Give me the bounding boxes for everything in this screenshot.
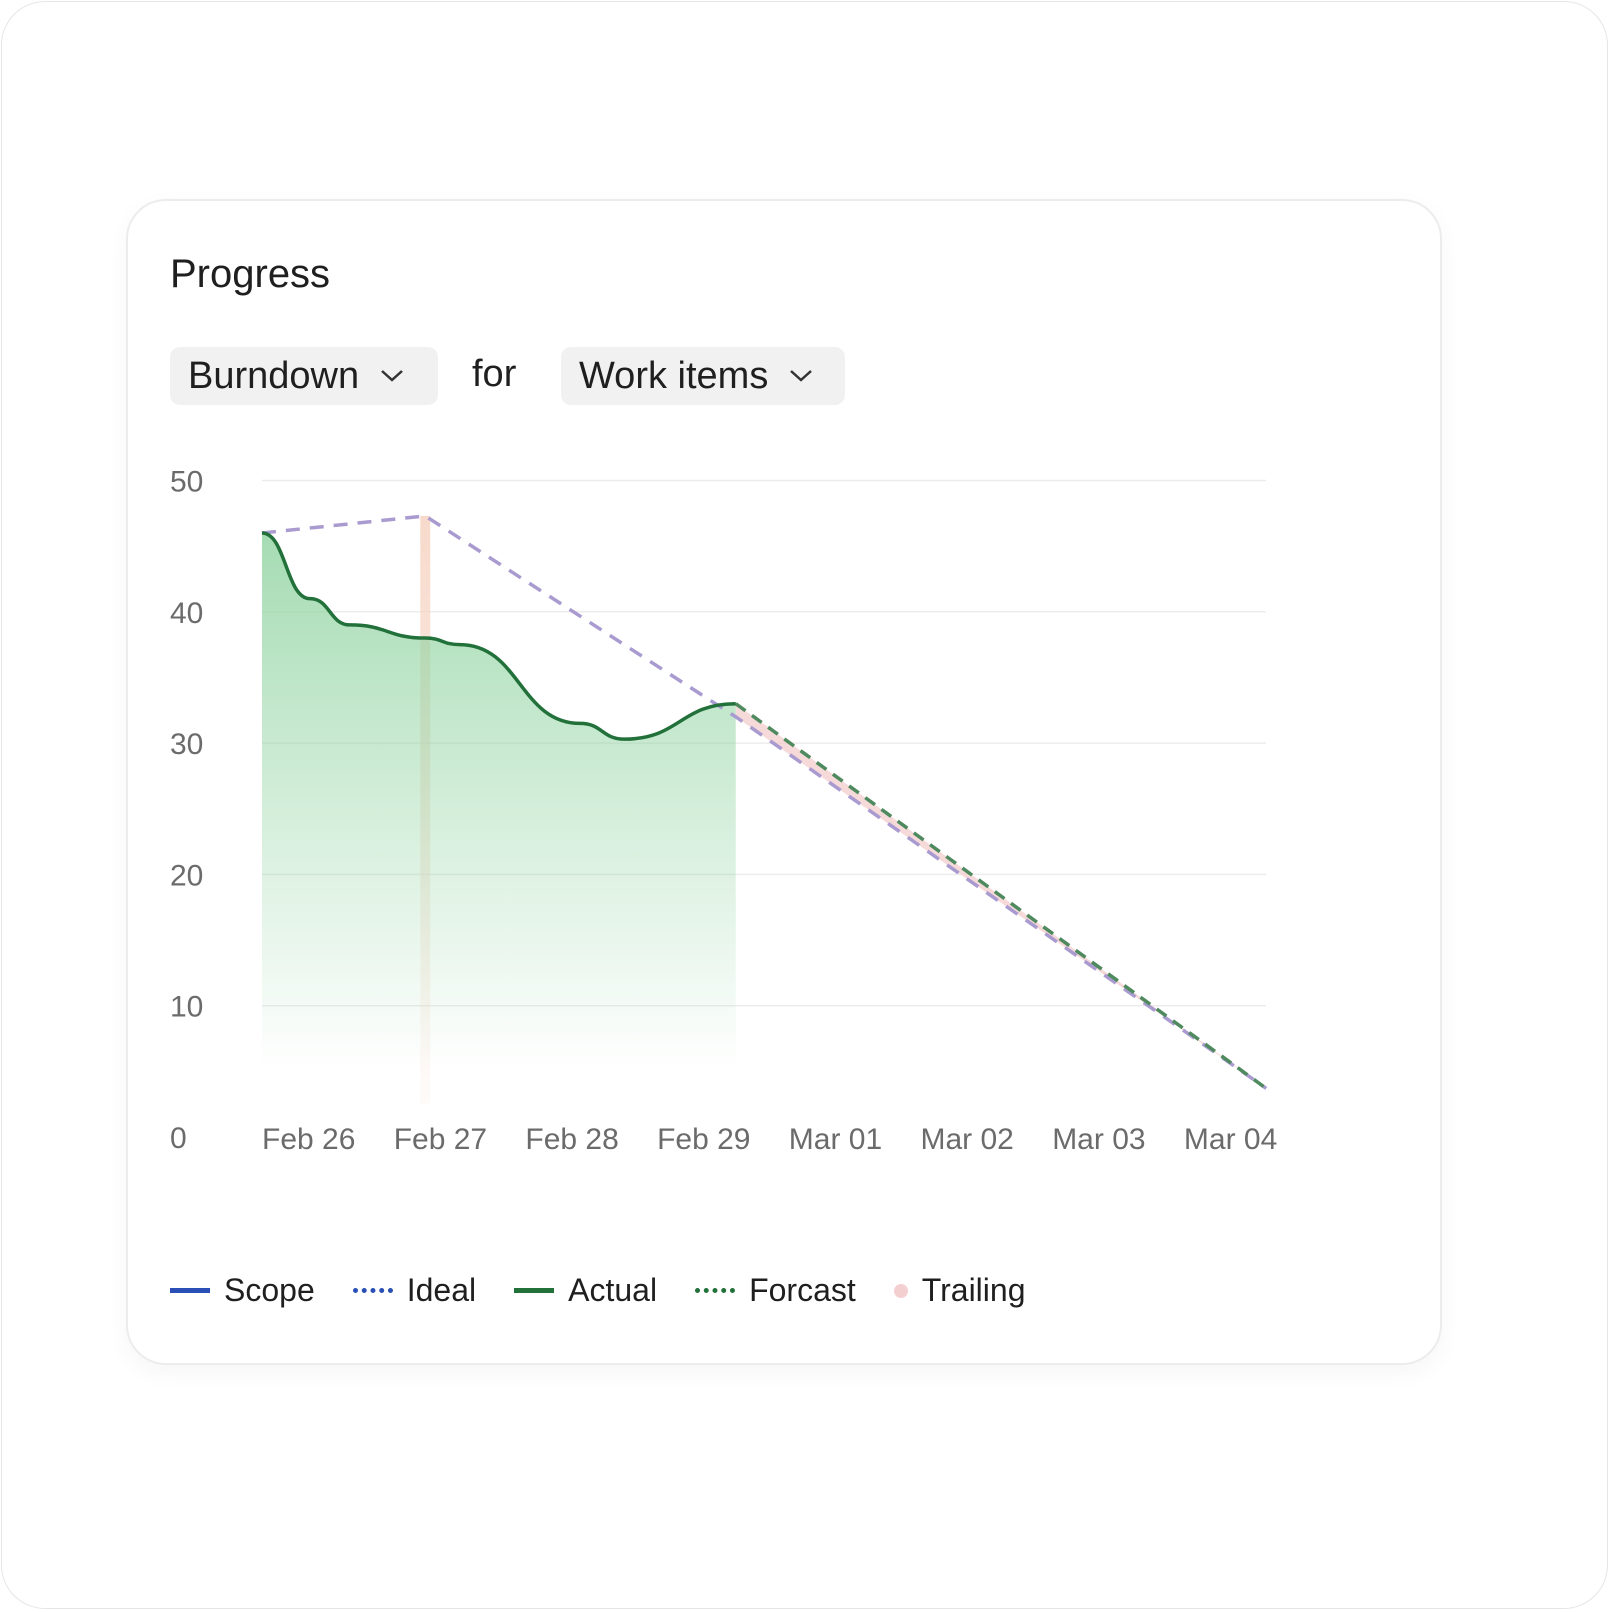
- y-tick-label: 40: [170, 597, 203, 630]
- x-tick-label: Mar 04: [1184, 1123, 1277, 1156]
- ideal-line: [261, 514, 1268, 1090]
- legend-item-actual[interactable]: Actual: [514, 1272, 657, 1309]
- forecast-line: [734, 702, 1268, 1090]
- y-tick-label: 10: [170, 991, 203, 1024]
- x-tick-label: Mar 01: [789, 1123, 882, 1156]
- y-tick-label: 50: [170, 466, 203, 499]
- x-tick-label: Mar 03: [1052, 1123, 1145, 1156]
- legend-label: Trailing: [921, 1272, 1026, 1308]
- line-swatch-icon: [352, 1288, 393, 1293]
- line-swatch-icon: [170, 1288, 210, 1293]
- x-tick-label: Feb 26: [262, 1123, 355, 1156]
- legend-item-forcast[interactable]: Forcast: [695, 1272, 856, 1309]
- y-tick-label: 30: [170, 728, 203, 761]
- chevron-down-icon: [381, 370, 403, 382]
- x-tick-label: Mar 02: [921, 1123, 1014, 1156]
- chart-type-dropdown[interactable]: Burndown: [170, 347, 438, 405]
- y-tick-label: 20: [170, 859, 203, 892]
- subject-dropdown[interactable]: Work items: [561, 347, 845, 405]
- subject-value: Work items: [579, 354, 769, 397]
- legend-label: Scope: [224, 1272, 315, 1308]
- y-tick-label: 0: [170, 1122, 187, 1155]
- legend-item-trailing[interactable]: Trailing: [893, 1272, 1026, 1309]
- card-title: Progress: [170, 252, 331, 296]
- dot-swatch-icon: [893, 1283, 908, 1298]
- legend-label: Forcast: [749, 1272, 856, 1308]
- legend-label: Actual: [568, 1272, 658, 1308]
- chevron-down-icon: [790, 370, 813, 382]
- line-swatch-icon: [695, 1288, 736, 1293]
- line-swatch-icon: [514, 1288, 555, 1293]
- actual-area: [262, 533, 736, 1072]
- legend-item-scope[interactable]: Scope: [170, 1272, 315, 1309]
- legend-item-ideal[interactable]: Ideal: [352, 1272, 477, 1309]
- connector-text: for: [472, 353, 517, 395]
- x-tick-label: Feb 29: [657, 1123, 750, 1156]
- x-tick-label: Feb 28: [525, 1123, 618, 1156]
- legend-label: Ideal: [406, 1272, 477, 1308]
- x-tick-label: Feb 27: [394, 1123, 487, 1156]
- burndown-chart: 0 10 20 30 40 50 Feb 26 Feb 27 Feb 28 Feb 29 Mar 0…: [170, 466, 1277, 1157]
- chart-type-value: Burndown: [188, 354, 360, 397]
- chart-legend: Scope Ideal Actual Forcast Trailing: [170, 1272, 1063, 1309]
